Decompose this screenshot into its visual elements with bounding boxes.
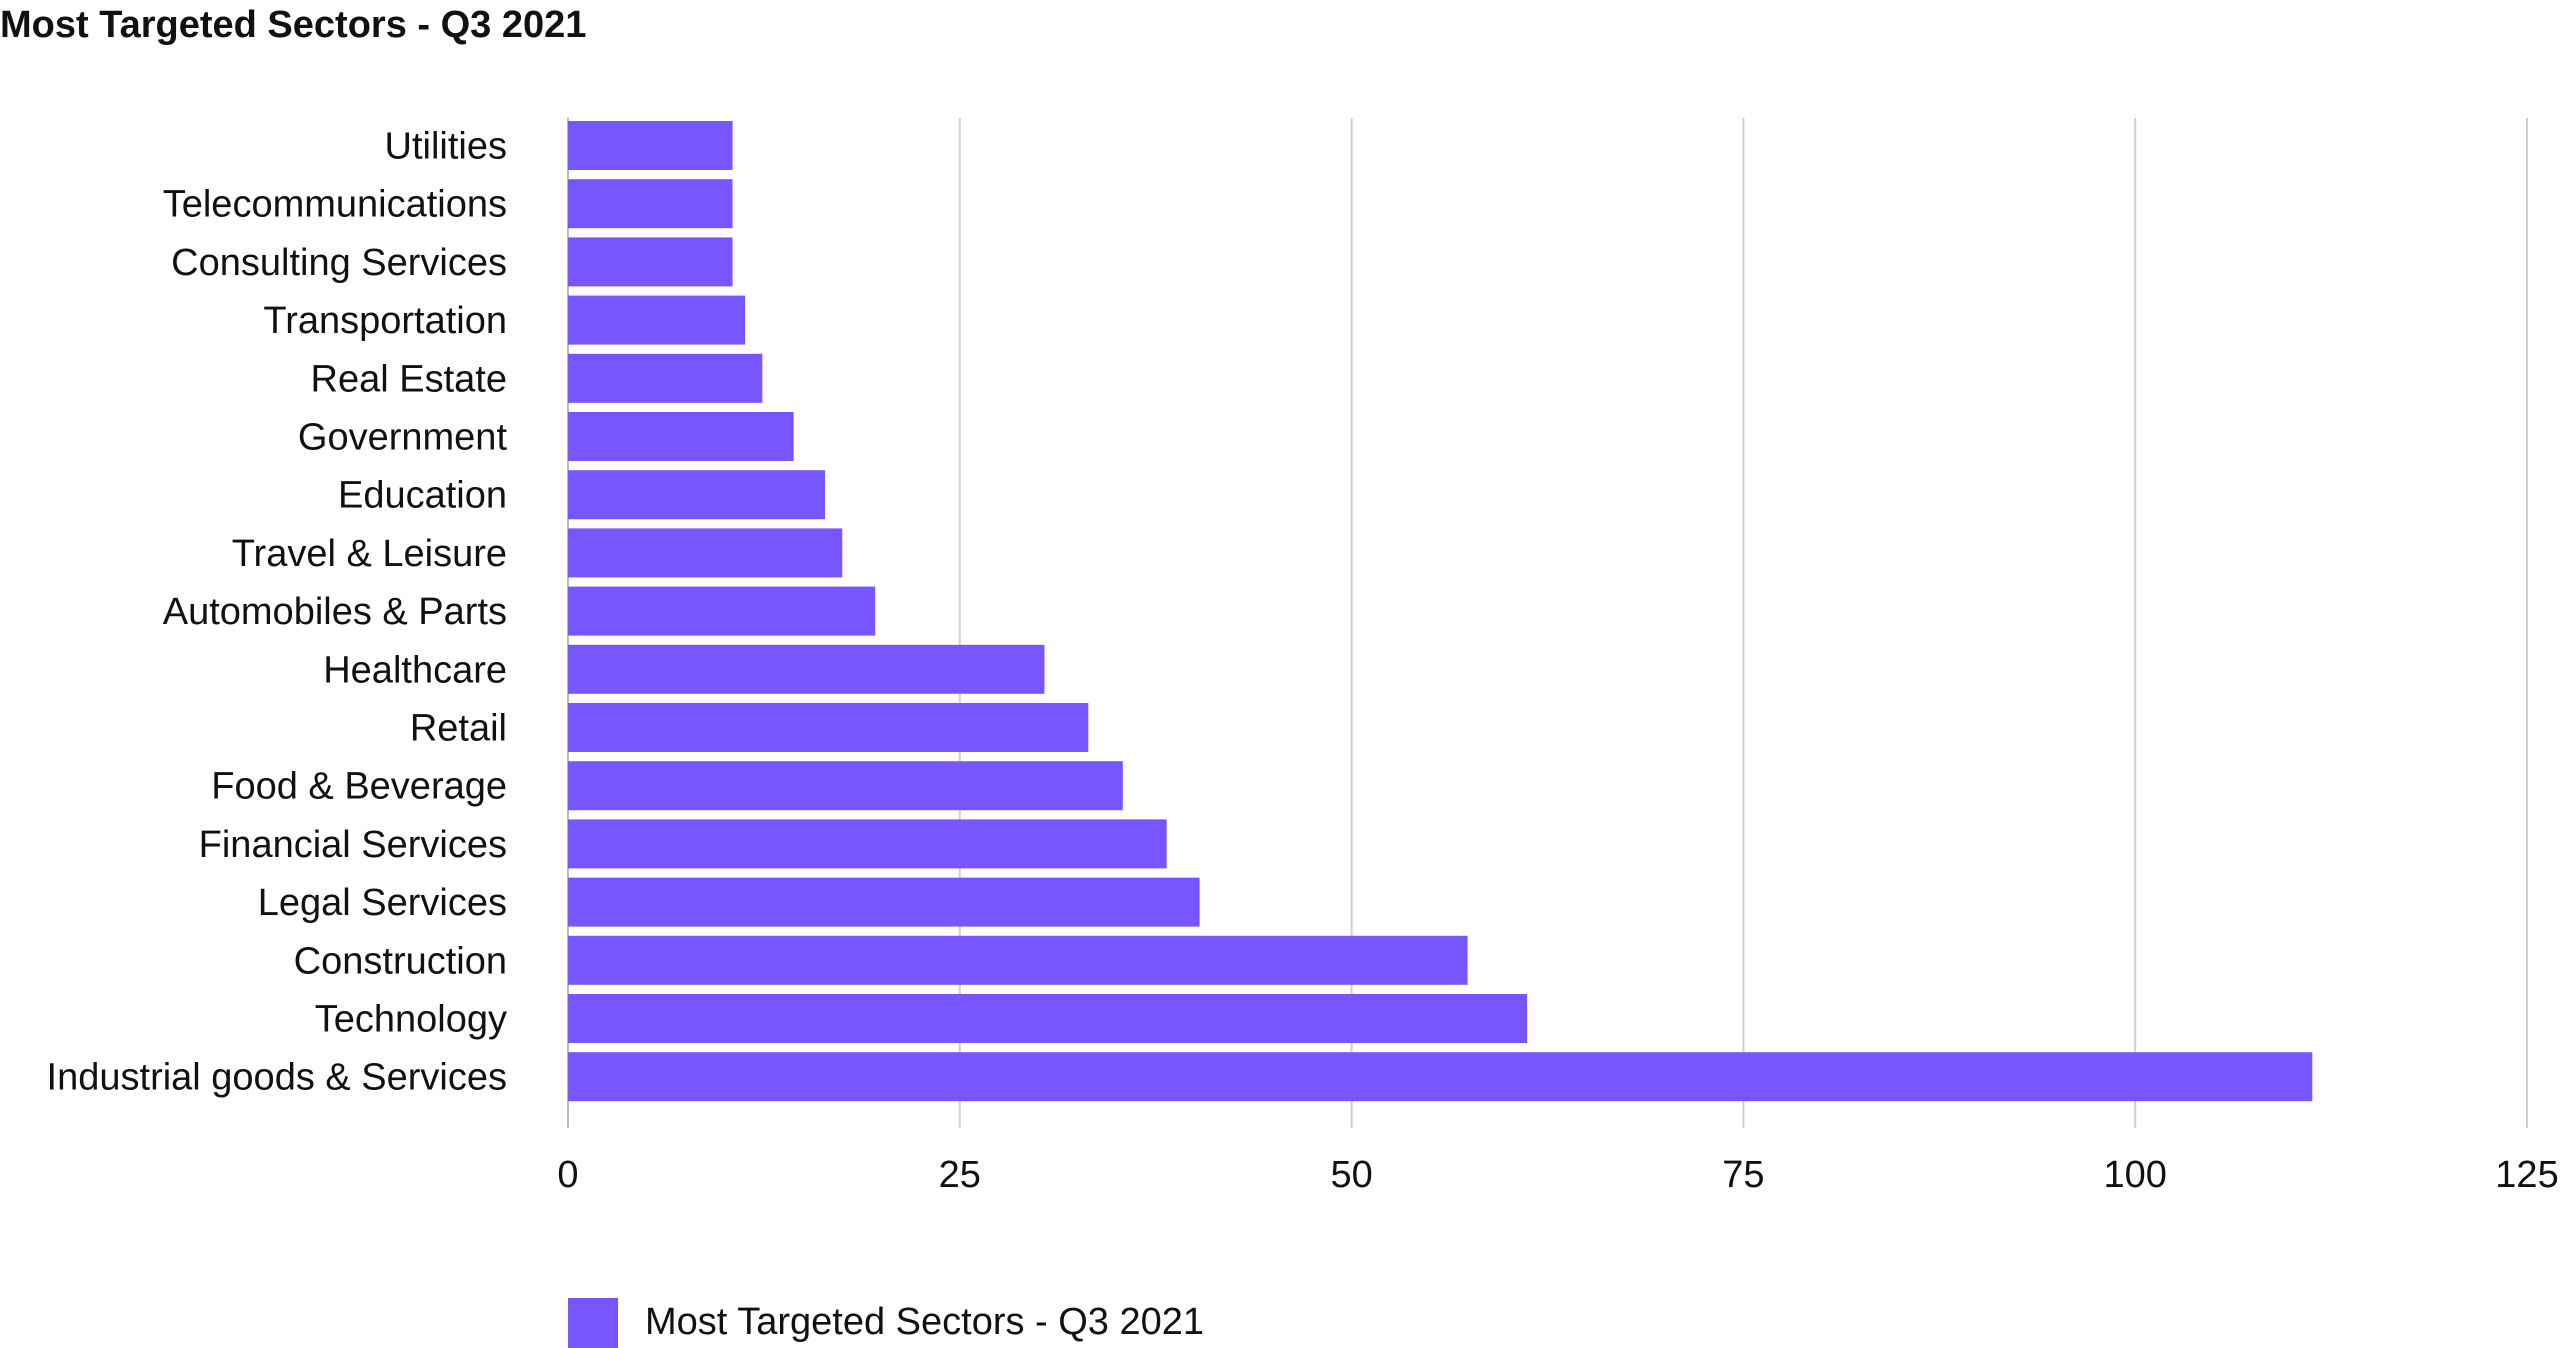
bar	[568, 470, 826, 520]
category-label: Consulting Services	[171, 242, 507, 284]
bar	[568, 353, 763, 403]
bar	[568, 819, 1167, 869]
bar	[568, 528, 843, 578]
bar	[568, 237, 733, 287]
category-label: Utilities	[385, 126, 507, 168]
x-tick-label: 25	[939, 1154, 981, 1196]
x-tick-label: 125	[2495, 1154, 2558, 1196]
category-label: Travel & Leisure	[232, 533, 507, 575]
category-label: Government	[298, 417, 508, 459]
bar	[568, 761, 1123, 811]
category-labels: Utilities Telecommunications Consulting Se…	[47, 126, 508, 1099]
x-tick-label: 75	[1722, 1154, 1764, 1196]
bar	[568, 412, 794, 461]
bars	[568, 121, 2313, 1102]
category-label: Construction	[294, 940, 507, 982]
bar	[568, 586, 876, 636]
bar	[568, 295, 746, 345]
chart-title: Most Targeted Sectors - Q3 2021	[0, 4, 587, 46]
bar	[568, 644, 1045, 694]
category-label: Education	[338, 475, 507, 517]
x-tick-label: 50	[1330, 1154, 1372, 1196]
category-label: Healthcare	[323, 649, 507, 691]
category-label: Retail	[410, 708, 507, 750]
category-label: Automobiles & Parts	[163, 591, 507, 633]
legend-label: Most Targeted Sectors - Q3 2021	[645, 1301, 1204, 1343]
legend: Most Targeted Sectors - Q3 2021	[568, 1298, 1204, 1348]
bar	[568, 179, 733, 229]
category-label: Financial Services	[199, 824, 507, 866]
bar	[568, 121, 733, 170]
x-axis-tick-labels: 0 25 50 75 100 125	[557, 1154, 2558, 1196]
bar	[568, 877, 1200, 927]
category-label: Transportation	[263, 300, 507, 342]
legend-swatch	[568, 1298, 618, 1348]
category-label: Technology	[315, 999, 507, 1041]
category-label: Legal Services	[258, 882, 507, 924]
bar	[568, 703, 1089, 752]
category-label: Industrial goods & Services	[47, 1057, 507, 1099]
bar	[568, 994, 1528, 1043]
x-tick-label: 0	[557, 1154, 578, 1196]
bar	[568, 1052, 2313, 1102]
category-label: Food & Beverage	[211, 766, 507, 808]
bar	[568, 935, 1468, 985]
x-tick-label: 100	[2103, 1154, 2166, 1196]
category-label: Real Estate	[311, 358, 507, 400]
category-label: Telecommunications	[163, 184, 507, 226]
